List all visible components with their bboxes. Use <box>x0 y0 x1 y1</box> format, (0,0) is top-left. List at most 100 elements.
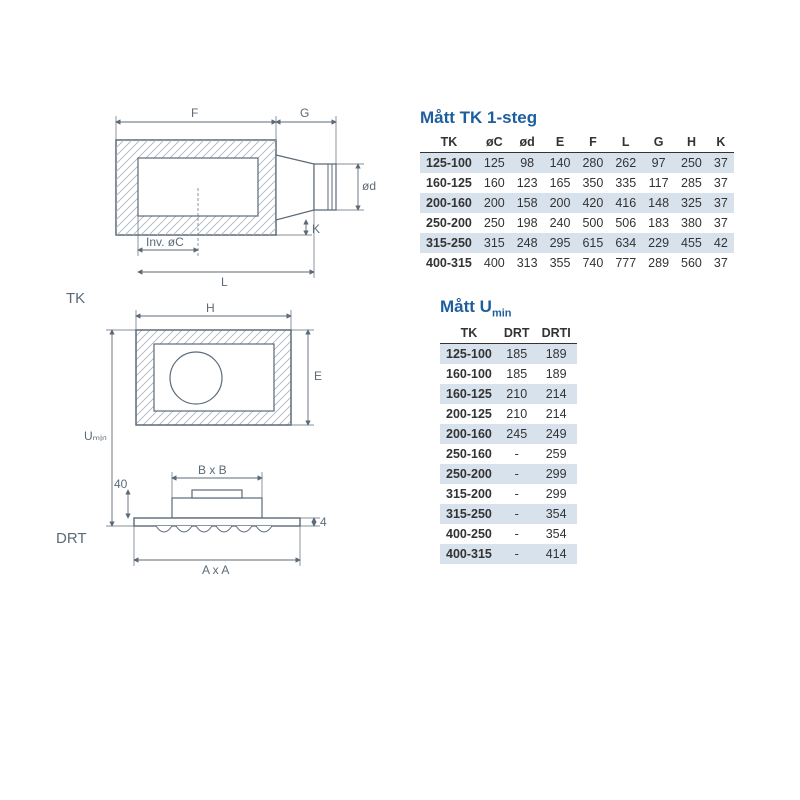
table1-col-2: ød <box>511 132 544 153</box>
table2-cell: 189 <box>536 344 577 365</box>
table1-cell: 37 <box>708 153 734 174</box>
table1-cell: 315-250 <box>420 233 478 253</box>
table-row: 315-200-299 <box>440 484 577 504</box>
top-view-diagram: H E Uₘᵢₙ <box>76 300 386 460</box>
table1-col-3: E <box>544 132 577 153</box>
table2-cell: 354 <box>536 504 577 524</box>
table2-cell: - <box>498 484 536 504</box>
table2-cell: 125-100 <box>440 344 498 365</box>
table1-col-7: H <box>675 132 708 153</box>
drt-section-label: DRT <box>56 530 87 547</box>
table2-cell: 299 <box>536 464 577 484</box>
table1-cell: 200 <box>544 193 577 213</box>
table1-cell: 160 <box>478 173 511 193</box>
table2-cell: 250-200 <box>440 464 498 484</box>
table2-cell: 214 <box>536 404 577 424</box>
dim-G: G <box>300 106 309 120</box>
table2-col-0: TK <box>440 323 498 344</box>
table2-cell: 189 <box>536 364 577 384</box>
table1-col-8: K <box>708 132 734 153</box>
table-row: 400-315-414 <box>440 544 577 564</box>
table2-cell: 299 <box>536 484 577 504</box>
table2-cell: 185 <box>498 344 536 365</box>
dim-BxB: B x B <box>198 463 227 477</box>
table2-cell: 210 <box>498 404 536 424</box>
table1-cell: 740 <box>576 253 609 273</box>
table1-cell: 250 <box>675 153 708 174</box>
table-row: 400-250-354 <box>440 524 577 544</box>
table-row: 160-125210214 <box>440 384 577 404</box>
table2-col-1: DRT <box>498 323 536 344</box>
table1-cell: 160-125 <box>420 173 478 193</box>
drt-diagram: 40 B x B 4 A x A <box>76 460 386 600</box>
table2-cell: 400-250 <box>440 524 498 544</box>
table-row: 250-20025019824050050618338037 <box>420 213 734 233</box>
table2-cell: 210 <box>498 384 536 404</box>
table1-cell: 37 <box>708 173 734 193</box>
table2-col-2: DRTI <box>536 323 577 344</box>
table2-cell: 185 <box>498 364 536 384</box>
tables-column: Mått TK 1-steg TKøCødEFLGHK 125-10012598… <box>420 108 740 564</box>
table2-cell: 245 <box>498 424 536 444</box>
table1-cell: 97 <box>642 153 675 174</box>
table-row: 250-200-299 <box>440 464 577 484</box>
table1-col-0: TK <box>420 132 478 153</box>
table-row: 250-160-259 <box>440 444 577 464</box>
table1-cell: 229 <box>642 233 675 253</box>
table1-cell: 325 <box>675 193 708 213</box>
table1-cell: 250 <box>478 213 511 233</box>
table1-col-4: F <box>576 132 609 153</box>
table2-title: Mått Umin <box>440 297 740 319</box>
table1-cell: 123 <box>511 173 544 193</box>
table1-cell: 165 <box>544 173 577 193</box>
table2-cell: 250-160 <box>440 444 498 464</box>
table1-cell: 125-100 <box>420 153 478 174</box>
table1-cell: 350 <box>576 173 609 193</box>
table1-cell: 295 <box>544 233 577 253</box>
table1-cell: 262 <box>609 153 642 174</box>
tk-diagram: F G ød K Inv. øC L <box>76 100 386 300</box>
table-row: 125-100125981402802629725037 <box>420 153 734 174</box>
table1-cell: 250-200 <box>420 213 478 233</box>
table2-cell: 315-250 <box>440 504 498 524</box>
dim-AxA: A x A <box>202 563 229 577</box>
table1-cell: 420 <box>576 193 609 213</box>
table1-cell: 506 <box>609 213 642 233</box>
table1-cell: 37 <box>708 253 734 273</box>
table-row: 125-100185189 <box>440 344 577 365</box>
table-row: 200-125210214 <box>440 404 577 424</box>
table1-cell: 37 <box>708 193 734 213</box>
table1-cell: 37 <box>708 213 734 233</box>
table2-cell: 249 <box>536 424 577 444</box>
tk-section-label: TK <box>66 290 85 307</box>
dim-Umin: Uₘᵢₙ <box>84 429 107 443</box>
table2-cell: - <box>498 504 536 524</box>
table2-cell: 214 <box>536 384 577 404</box>
table1-cell: 400-315 <box>420 253 478 273</box>
table2-cell: 259 <box>536 444 577 464</box>
table1-cell: 500 <box>576 213 609 233</box>
page-root: F G ød K Inv. øC L TK <box>0 0 800 800</box>
table1-cell: 615 <box>576 233 609 253</box>
table1-cell: 248 <box>511 233 544 253</box>
table1-cell: 400 <box>478 253 511 273</box>
dim-K: K <box>312 222 320 236</box>
table1-cell: 98 <box>511 153 544 174</box>
table1-title: Mått TK 1-steg <box>420 108 740 128</box>
diagrams-column: F G ød K Inv. øC L TK <box>76 100 386 600</box>
dim-E: E <box>314 369 322 383</box>
table2-cell: 160-125 <box>440 384 498 404</box>
table-tk-1steg: TKøCødEFLGHK 125-10012598140280262972503… <box>420 132 734 273</box>
table1-cell: 335 <box>609 173 642 193</box>
dim-H: H <box>206 301 215 315</box>
table2-cell: 200-125 <box>440 404 498 424</box>
table1-cell: 200 <box>478 193 511 213</box>
table1-cell: 117 <box>642 173 675 193</box>
table-umin: TKDRTDRTI 125-100185189160-100185189160-… <box>440 323 577 564</box>
table1-cell: 285 <box>675 173 708 193</box>
table1-col-6: G <box>642 132 675 153</box>
table1-cell: 560 <box>675 253 708 273</box>
dim-F: F <box>191 106 198 120</box>
table1-cell: 289 <box>642 253 675 273</box>
dim-invC: Inv. øC <box>146 235 184 249</box>
